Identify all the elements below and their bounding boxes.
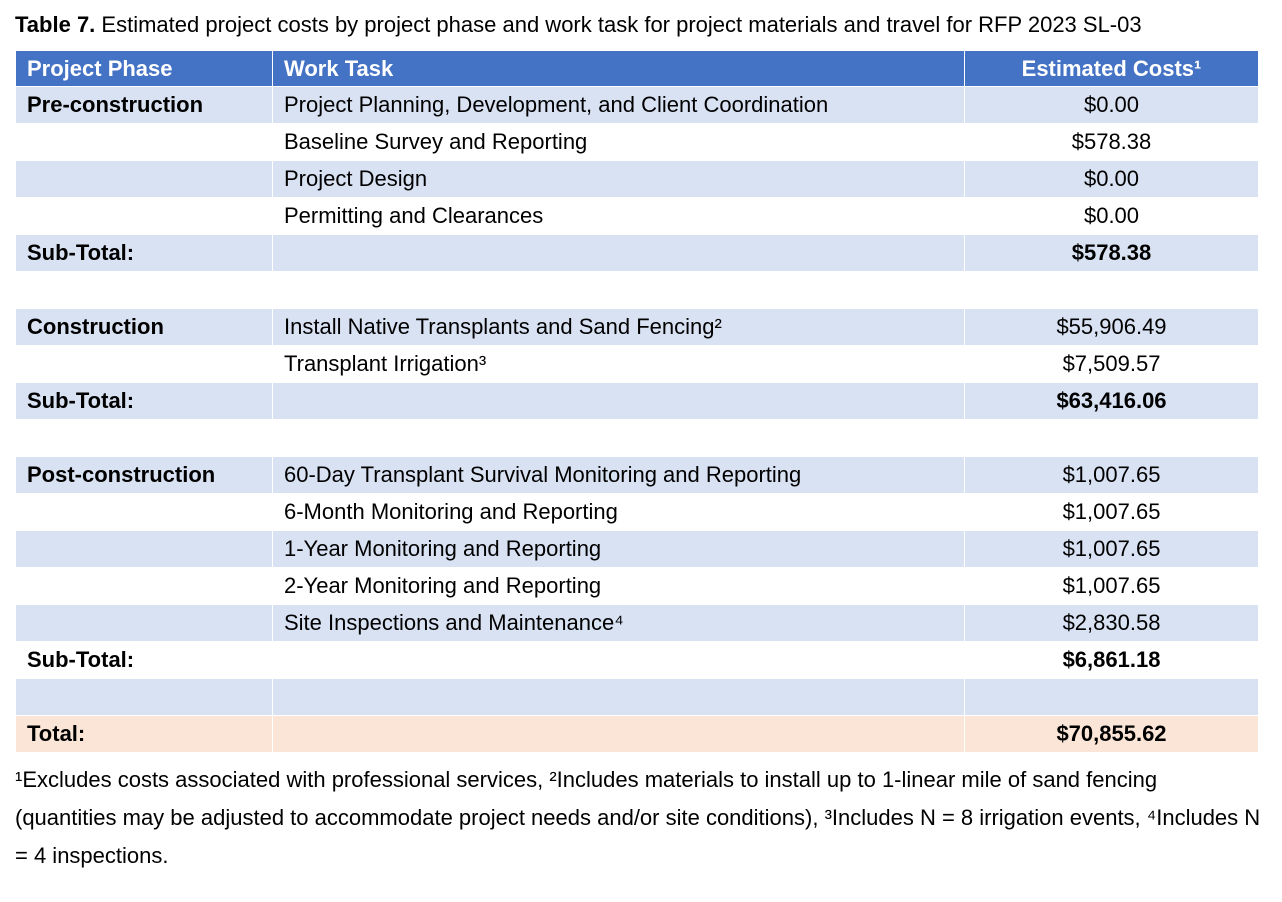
- phase-cell: [15, 160, 273, 199]
- column-header-estimated-costs: Estimated Costs¹: [964, 50, 1259, 88]
- task-cell: Transplant Irrigation³: [272, 345, 965, 384]
- task-cell: [272, 715, 965, 754]
- table-row: Pre-construction Project Planning, Devel…: [15, 86, 1259, 125]
- cost-cell: [964, 678, 1259, 717]
- task-cell: 6-Month Monitoring and Reporting: [272, 493, 965, 532]
- task-cell: Permitting and Clearances: [272, 197, 965, 236]
- phase-cell: [15, 345, 273, 384]
- task-cell: 2-Year Monitoring and Reporting: [272, 567, 965, 606]
- column-header-project-phase: Project Phase: [15, 50, 273, 88]
- cost-cell: $1,007.65: [964, 493, 1259, 532]
- task-cell: [272, 641, 965, 680]
- subtotal-row: Sub-Total: $63,416.06: [15, 382, 1259, 421]
- table-title: Table 7. Estimated project costs by proj…: [15, 8, 1260, 42]
- subtotal-row: Sub-Total: $6,861.18: [15, 641, 1259, 680]
- table-row: Baseline Survey and Reporting $578.38: [15, 123, 1259, 162]
- cost-cell: [964, 271, 1259, 310]
- phase-cell: Pre-construction: [15, 86, 273, 125]
- cost-cell: $0.00: [964, 160, 1259, 199]
- phase-cell: [15, 271, 273, 310]
- cost-cell: $1,007.65: [964, 530, 1259, 569]
- subtotal-cost-cell: $578.38: [964, 234, 1259, 273]
- subtotal-cost-cell: $63,416.06: [964, 382, 1259, 421]
- table-row: 2-Year Monitoring and Reporting $1,007.6…: [15, 567, 1259, 606]
- spacer-row: [15, 678, 1259, 717]
- total-label-cell: Total:: [15, 715, 273, 754]
- subtotal-row: Sub-Total: $578.38: [15, 234, 1259, 273]
- table-row: 6-Month Monitoring and Reporting $1,007.…: [15, 493, 1259, 532]
- task-cell: [272, 271, 965, 310]
- table-title-label: Table 7.: [15, 12, 96, 37]
- subtotal-cost-cell: $6,861.18: [964, 641, 1259, 680]
- cost-cell: $55,906.49: [964, 308, 1259, 347]
- phase-cell: Construction: [15, 308, 273, 347]
- cost-cell: $7,509.57: [964, 345, 1259, 384]
- task-cell: 1-Year Monitoring and Reporting: [272, 530, 965, 569]
- cost-cell: $1,007.65: [964, 456, 1259, 495]
- header-row: Project Phase Work Task Estimated Costs¹: [15, 50, 1259, 88]
- task-cell: 60-Day Transplant Survival Monitoring an…: [272, 456, 965, 495]
- cost-cell: $0.00: [964, 197, 1259, 236]
- phase-cell: [15, 530, 273, 569]
- table-row: 1-Year Monitoring and Reporting $1,007.6…: [15, 530, 1259, 569]
- phase-cell: [15, 567, 273, 606]
- task-cell: [272, 678, 965, 717]
- cost-table: Project Phase Work Task Estimated Costs¹…: [15, 50, 1259, 754]
- table-row: Site Inspections and Maintenance⁴ $2,830…: [15, 604, 1259, 643]
- table-title-text: Estimated project costs by project phase…: [95, 12, 1142, 37]
- task-cell: Site Inspections and Maintenance⁴: [272, 604, 965, 643]
- cost-cell: $578.38: [964, 123, 1259, 162]
- cost-cell: $0.00: [964, 86, 1259, 125]
- table-footnotes: ¹Excludes costs associated with professi…: [15, 767, 1261, 868]
- task-cell: Project Design: [272, 160, 965, 199]
- subtotal-label-cell: Sub-Total:: [15, 641, 273, 680]
- task-cell: Project Planning, Development, and Clien…: [272, 86, 965, 125]
- phase-cell: [15, 197, 273, 236]
- task-cell: [272, 382, 965, 421]
- table-row: Post-construction 60-Day Transplant Surv…: [15, 456, 1259, 495]
- task-cell: Install Native Transplants and Sand Fenc…: [272, 308, 965, 347]
- subtotal-label-cell: Sub-Total:: [15, 382, 273, 421]
- cost-cell: $2,830.58: [964, 604, 1259, 643]
- cost-cell: [964, 419, 1259, 458]
- phase-cell: [15, 604, 273, 643]
- phase-cell: [15, 419, 273, 458]
- total-cost-cell: $70,855.62: [964, 715, 1259, 754]
- task-cell: Baseline Survey and Reporting: [272, 123, 965, 162]
- spacer-row: [15, 419, 1259, 458]
- table-row: Permitting and Clearances $0.00: [15, 197, 1259, 236]
- phase-cell: [15, 123, 273, 162]
- subtotal-label-cell: Sub-Total:: [15, 234, 273, 273]
- table-row: Project Design $0.00: [15, 160, 1259, 199]
- total-row: Total: $70,855.62: [15, 715, 1259, 754]
- table-row: Transplant Irrigation³ $7,509.57: [15, 345, 1259, 384]
- task-cell: [272, 419, 965, 458]
- table-row: Construction Install Native Transplants …: [15, 308, 1259, 347]
- phase-cell: Post-construction: [15, 456, 273, 495]
- phase-cell: [15, 678, 273, 717]
- spacer-row: [15, 271, 1259, 310]
- phase-cell: [15, 493, 273, 532]
- column-header-work-task: Work Task: [272, 50, 965, 88]
- task-cell: [272, 234, 965, 273]
- cost-cell: $1,007.65: [964, 567, 1259, 606]
